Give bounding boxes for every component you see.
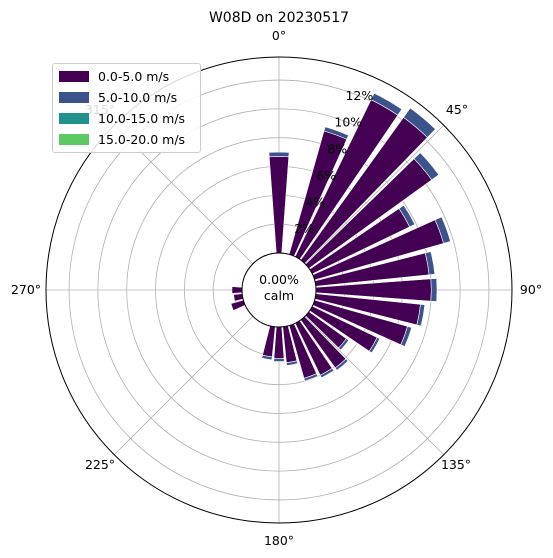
- calm-label: calm: [264, 288, 294, 303]
- radial-tick-label: 12%: [345, 88, 373, 103]
- bars-group: [230, 92, 451, 382]
- bar-segment: [231, 286, 243, 294]
- legend-swatch: [59, 91, 89, 103]
- legend-swatch: [59, 70, 89, 82]
- legend-item: 5.0-10.0 m/s: [59, 89, 177, 105]
- direction-tick-label: 0°: [272, 28, 286, 43]
- calm-circle: 0.00%calm: [241, 252, 317, 328]
- bar-segment: [319, 367, 335, 379]
- radial-tick-label: 10%: [334, 115, 362, 130]
- bar-segment: [303, 373, 319, 382]
- bar-segment: [368, 337, 381, 354]
- legend-label: 5.0-10.0 m/s: [98, 89, 178, 105]
- direction-tick-label: 180°: [264, 533, 294, 548]
- bar-segment: [416, 304, 426, 327]
- outer-circle: [45, 56, 513, 524]
- legend: 0.0-5.0 m/s 5.0-10.0 m/s 10.0-15.0 m/s 1…: [52, 63, 201, 153]
- calm-label: 0.00%: [259, 272, 299, 287]
- bar-segment: [338, 338, 350, 351]
- bar-segment: [403, 107, 436, 138]
- legend-swatch: [59, 112, 89, 124]
- legend-item: 10.0-15.0 m/s: [59, 110, 185, 126]
- bar-segment: [413, 152, 440, 181]
- legend-item: 0.0-5.0 m/s: [59, 68, 169, 84]
- grid-spoke: [113, 315, 254, 456]
- bar-segment: [268, 151, 290, 158]
- direction-tick-label: 45°: [446, 102, 468, 117]
- direction-tick-label: 270°: [11, 282, 41, 297]
- bar-segment: [400, 325, 413, 347]
- direction-tick-label: 225°: [85, 457, 115, 472]
- bar-segment: [273, 358, 285, 362]
- legend-item: 15.0-20.0 m/s: [59, 131, 185, 147]
- bar-segment: [286, 360, 298, 366]
- bar-segment: [424, 251, 436, 276]
- legend-label: 10.0-15.0 m/s: [98, 110, 186, 126]
- bar-segment: [430, 278, 438, 302]
- direction-tick-label: 90°: [520, 282, 542, 297]
- bar-segment: [230, 299, 246, 311]
- bar-segment: [323, 126, 349, 140]
- radial-tick-label: 8%: [327, 141, 347, 156]
- radial-tick-label: 4%: [305, 195, 325, 210]
- bar-segment: [233, 293, 244, 302]
- bar-segment: [398, 204, 416, 228]
- legend-label: 15.0-20.0 m/s: [98, 131, 186, 147]
- legend-label: 0.0-5.0 m/s: [98, 68, 170, 84]
- bar-segment: [334, 358, 349, 371]
- radial-tick-label: 2%: [294, 221, 314, 236]
- bar-segment: [262, 325, 276, 358]
- calm-boundary: [241, 252, 317, 328]
- legend-swatch: [59, 133, 89, 145]
- bar-segment: [261, 354, 273, 361]
- bar-segment: [268, 156, 290, 254]
- chart-title: W08D on 20230517: [209, 10, 349, 26]
- direction-tick-label: 135°: [441, 457, 471, 472]
- grid-spoke: [304, 315, 445, 456]
- bar-segment: [434, 216, 451, 244]
- bar-segment: [370, 92, 403, 116]
- radial-tick-label: 6%: [316, 168, 336, 183]
- bar-segment: [273, 326, 285, 360]
- grid-spoke: [304, 124, 445, 265]
